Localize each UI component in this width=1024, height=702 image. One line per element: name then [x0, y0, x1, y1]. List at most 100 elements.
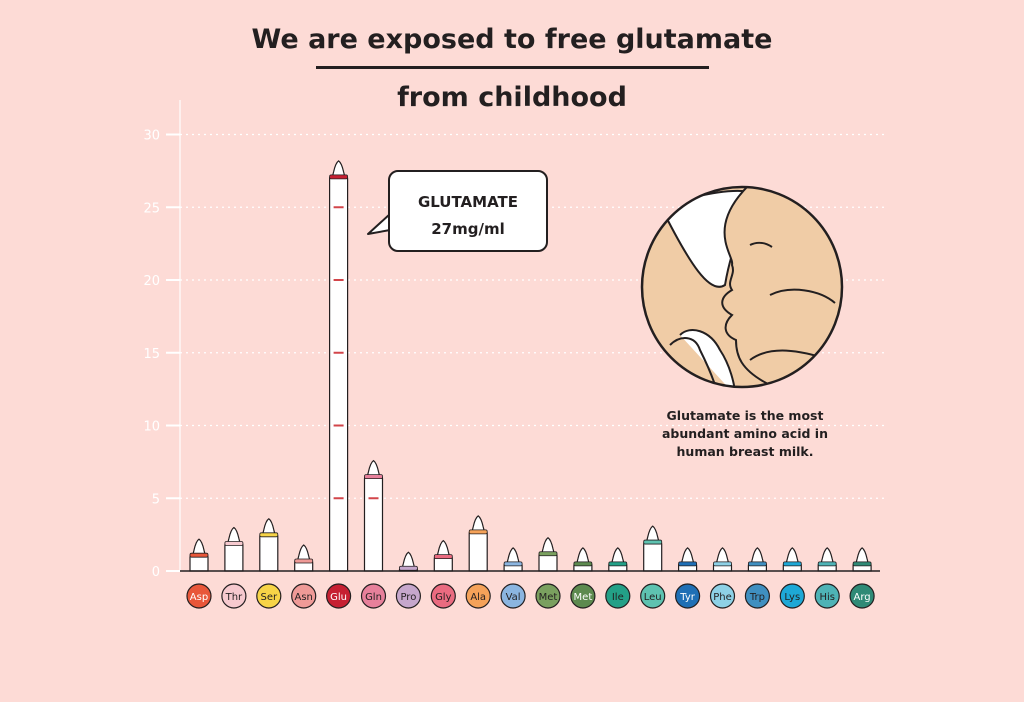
bottle-ring [433, 554, 453, 560]
bar-bottle-ala [468, 530, 488, 572]
x-tick-label: Gly [435, 592, 452, 603]
bottle-nipple [750, 547, 765, 564]
category-chip [779, 583, 805, 609]
bottle-ring [713, 561, 732, 567]
category-chip [674, 583, 701, 609]
y-tick-label: 10 [143, 420, 160, 435]
bottle-ring [224, 541, 244, 546]
category-chip [326, 583, 352, 609]
bottle-ring [782, 561, 802, 567]
y-tick-label: 20 [143, 274, 160, 289]
bottle-ring [608, 561, 628, 567]
breastfeeding-baby-icon [640, 185, 844, 389]
category-chip [500, 583, 526, 609]
category-chip [221, 583, 247, 609]
callout-value: 27mg/ml [431, 220, 505, 238]
category-chip [256, 583, 282, 609]
bar-bottle-gln [363, 475, 384, 572]
category-chip [535, 583, 561, 609]
bottle-ring [817, 561, 837, 567]
bottle-ring [329, 174, 349, 180]
bar-bottle-thr [224, 541, 244, 572]
y-tick-label: 30 [143, 129, 160, 144]
bottle-nipple [506, 547, 520, 564]
bottle-ring [294, 558, 314, 564]
y-tick-label: 5 [152, 492, 160, 507]
bottle-ring [364, 474, 383, 480]
category-chip [360, 583, 387, 609]
x-tick-label: Leu [644, 592, 662, 603]
category-chip [709, 583, 736, 609]
bottle-nipple [331, 160, 346, 177]
bottle-nipple [401, 551, 416, 568]
y-tick-label: 25 [143, 201, 160, 216]
bottle-ring [398, 565, 418, 571]
category-chip [814, 583, 840, 609]
x-tick-label: Met [539, 592, 558, 603]
bottle-nipple [680, 547, 695, 564]
x-tick-label: Val [506, 592, 521, 603]
title-divider [316, 66, 709, 69]
bar-bottle-ser [259, 533, 279, 572]
bottle-nipple [855, 547, 869, 564]
bottle-ring [189, 552, 209, 558]
glutamate-callout: GLUTAMATE 27mg/ml [388, 170, 548, 252]
category-chip [430, 583, 456, 609]
x-tick-label: Ser [260, 592, 278, 603]
bottle-ring [259, 532, 279, 538]
bottle-nipple [541, 536, 555, 554]
bar-bottle-glu [329, 175, 349, 572]
x-tick-label: Trp [749, 592, 765, 603]
bottle-nipple [576, 547, 590, 564]
bottle-nipple [471, 515, 485, 532]
category-chip [605, 583, 631, 609]
x-tick-label: Ile [612, 592, 624, 603]
x-tick-label: His [819, 592, 835, 603]
bottle-nipple [820, 547, 834, 564]
bottle-ring [503, 561, 523, 567]
title-line-2: from childhood [397, 82, 627, 113]
x-tick-label: Phe [713, 592, 732, 603]
x-tick-label: Asn [295, 592, 313, 603]
bottle-ring [678, 561, 697, 567]
bottle-nipple [436, 539, 451, 557]
bottle-ring [852, 561, 872, 567]
bottle-nipple [262, 518, 276, 535]
bottle-nipple [715, 547, 730, 564]
category-chip [291, 583, 317, 609]
bottle-nipple [366, 459, 381, 477]
x-tick-label: Thr [225, 592, 243, 603]
breast-milk-caption: Glutamate is the most abundant amino aci… [662, 408, 828, 459]
x-tick-label: Glu [330, 592, 347, 603]
bottle-nipple [611, 547, 625, 564]
category-chip [744, 583, 771, 609]
category-chip [465, 583, 491, 609]
bottle-ring [468, 529, 488, 535]
bottle-nipple [645, 525, 660, 542]
y-tick-label: 15 [143, 347, 160, 362]
bar-bottle-leu [643, 540, 663, 572]
x-tick-label: Lys [784, 592, 800, 603]
bottle-nipple [785, 547, 800, 564]
x-tick-label: Arg [854, 592, 871, 603]
y-tick-label: 0 [152, 565, 160, 580]
bottle-ring [538, 551, 558, 557]
category-chip [570, 583, 596, 609]
bottle-ring [573, 561, 593, 567]
x-tick-label: Pro [400, 592, 416, 603]
category-chip [395, 583, 421, 609]
bottle-nipple [296, 544, 311, 561]
bottle-nipple [192, 538, 206, 555]
category-chip [849, 583, 875, 609]
category-chip [186, 583, 212, 609]
x-tick-label: Gln [365, 592, 382, 603]
callout-tail [367, 213, 391, 235]
x-tick-label: Ala [470, 592, 486, 603]
x-tick-label: Asp [190, 592, 208, 603]
x-tick-label: Tyr [679, 592, 695, 603]
bottle-ring [643, 539, 663, 545]
bottle-ring [748, 561, 767, 567]
callout-label: GLUTAMATE [417, 193, 519, 211]
bottle-nipple [227, 526, 241, 544]
